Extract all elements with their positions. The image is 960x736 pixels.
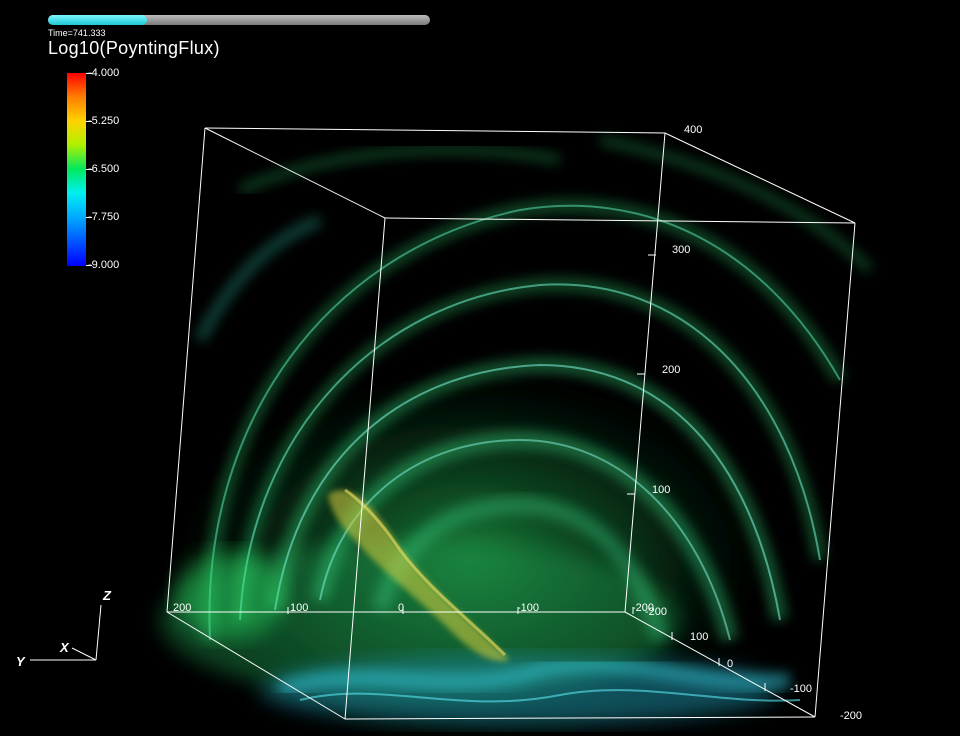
y-axis-label: -200 [645,606,667,618]
colorbar-tick [86,265,92,266]
colorbar-tick [86,169,92,170]
triad-z-label: Z [102,588,112,603]
colorbar-legend [67,73,86,266]
y-axis-label: 0 [727,658,733,670]
time-slider[interactable] [48,15,430,25]
orientation-triad [30,604,102,661]
colorbar-tick [86,217,92,218]
z-axis-label: 400 [684,124,702,136]
x-axis-label: 100 [290,602,308,614]
colorbar-label-max: -4.000 [88,67,120,79]
y-axis-label: -100 [790,683,812,695]
colorbar-label: -5.250 [88,115,120,127]
colorbar-label: -6.500 [88,163,120,175]
bounding-box [166,127,856,720]
colorbar-tick [86,121,92,122]
triad-y-label: Y [16,654,26,669]
time-label: Time=741.333 [48,28,106,38]
y-axis-label: -200 [840,710,862,722]
y-axis-label: 100 [690,631,708,643]
triad-x-label: X [59,640,70,655]
x-axis-label: -200 [632,602,654,614]
z-axis-label: 300 [672,244,690,256]
colorbar-label: -7.750 [88,211,120,223]
time-slider-fill [48,15,148,25]
colorbar-label-min: -9.000 [88,259,120,271]
volume-rendering [160,135,874,736]
x-axis-label: -100 [517,602,539,614]
axis-ticks [287,254,766,691]
z-axis-label: 200 [662,364,680,376]
x-axis-label: 0 [398,602,404,614]
x-axis-label: 200 [173,602,191,614]
colorbar-tick [86,73,92,74]
z-axis-label: 100 [652,484,670,496]
variable-title: Log10(PoyntingFlux) [48,38,220,58]
